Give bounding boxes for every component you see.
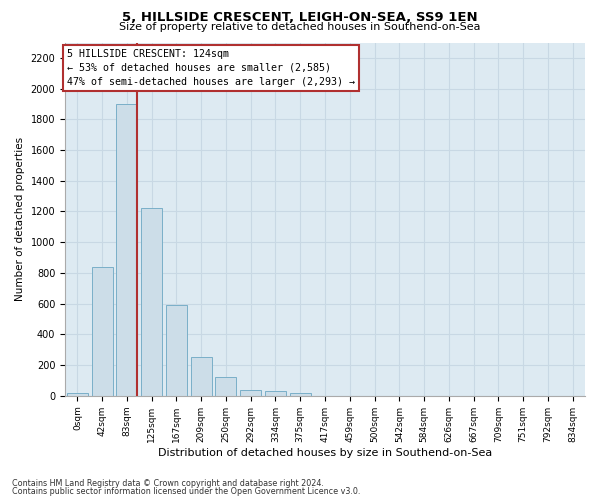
Text: Size of property relative to detached houses in Southend-on-Sea: Size of property relative to detached ho… <box>119 22 481 32</box>
Text: 5 HILLSIDE CRESCENT: 124sqm
← 53% of detached houses are smaller (2,585)
47% of : 5 HILLSIDE CRESCENT: 124sqm ← 53% of det… <box>67 48 355 86</box>
Bar <box>265 391 286 396</box>
Bar <box>215 376 236 396</box>
Bar <box>290 393 311 396</box>
Bar <box>116 104 137 396</box>
Text: Contains public sector information licensed under the Open Government Licence v3: Contains public sector information licen… <box>12 487 361 496</box>
Text: Contains HM Land Registry data © Crown copyright and database right 2024.: Contains HM Land Registry data © Crown c… <box>12 478 324 488</box>
Bar <box>191 356 212 396</box>
Bar <box>240 390 261 396</box>
Bar <box>92 267 113 396</box>
Bar <box>67 393 88 396</box>
Text: 5, HILLSIDE CRESCENT, LEIGH-ON-SEA, SS9 1EN: 5, HILLSIDE CRESCENT, LEIGH-ON-SEA, SS9 … <box>122 11 478 24</box>
Bar <box>166 305 187 396</box>
X-axis label: Distribution of detached houses by size in Southend-on-Sea: Distribution of detached houses by size … <box>158 448 492 458</box>
Y-axis label: Number of detached properties: Number of detached properties <box>15 137 25 301</box>
Bar <box>141 208 162 396</box>
